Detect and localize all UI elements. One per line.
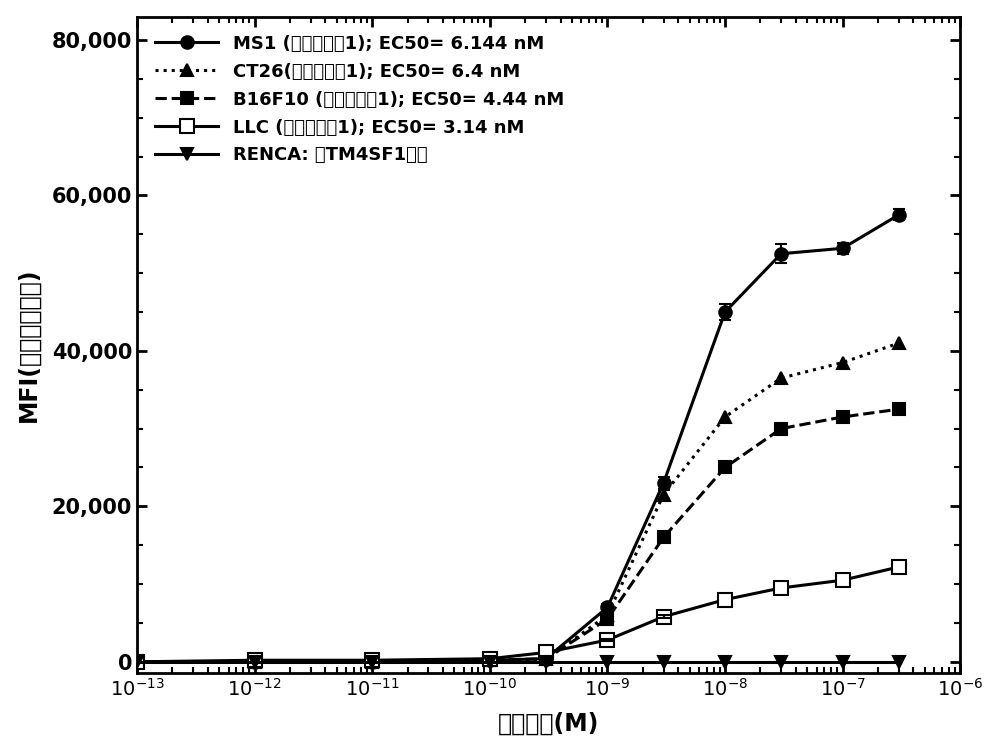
Y-axis label: MFI(平均荧光强度): MFI(平均荧光强度) — [17, 268, 41, 423]
X-axis label: 抗体浓度(M): 抗体浓度(M) — [498, 711, 599, 735]
Legend: MS1 (示例性抗体1); EC50= 6.144 nM, CT26(示例性抗体1); EC50= 6.4 nM, B16F10 (示例性抗体1); EC50=: MS1 (示例性抗体1); EC50= 6.144 nM, CT26(示例性抗体… — [146, 26, 573, 174]
